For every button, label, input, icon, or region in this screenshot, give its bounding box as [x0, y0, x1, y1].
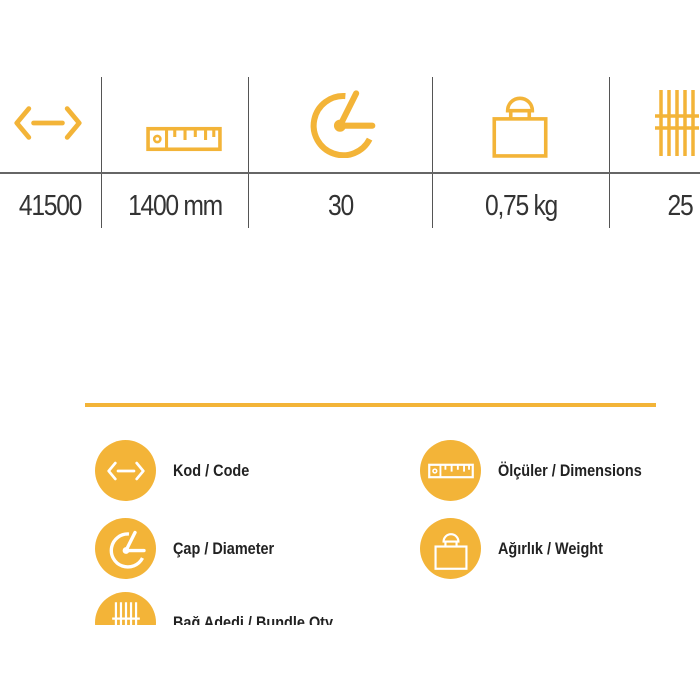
legend-label: Ağırlık / Weight [498, 538, 603, 558]
diameter-icon [109, 530, 146, 569]
legend-item-bundle-qty: Bağ Adedi / Bundle Qty [95, 592, 361, 625]
diameter-value: 30 [328, 190, 354, 222]
legend-label: Kod / Code [173, 460, 250, 480]
bundle-qty-value: 25 [667, 190, 694, 222]
legend-item-dimensions: Ölçüler / Dimensions [420, 440, 667, 501]
weight-value: 0,75 kg [485, 190, 558, 222]
legend-label: Ölçüler / Dimensions [498, 460, 642, 480]
dimensions-value: 1400 mm [128, 190, 223, 222]
legend-item-weight: Ağırlık / Weight [420, 518, 621, 579]
code-value: 41500 [18, 190, 82, 222]
bundle-icon [111, 600, 140, 625]
column-divider [248, 77, 249, 228]
legend-item-code: Kod / Code [95, 440, 263, 501]
code-arrows-icon [106, 461, 145, 480]
ruler-icon [427, 463, 474, 478]
legend: Kod / Code Ölçüler / Dimensions Çap / Di… [95, 440, 667, 625]
weight-icon [433, 532, 468, 570]
legend-item-diameter: Çap / Diameter [95, 518, 292, 579]
row-divider [0, 172, 700, 174]
column-divider [609, 77, 610, 228]
column-divider [101, 77, 102, 228]
legend-label: Bağ Adedi / Bundle Qty [173, 612, 334, 626]
column-divider [432, 77, 433, 228]
section-divider [85, 403, 656, 407]
legend-label: Çap / Diameter [173, 538, 275, 558]
